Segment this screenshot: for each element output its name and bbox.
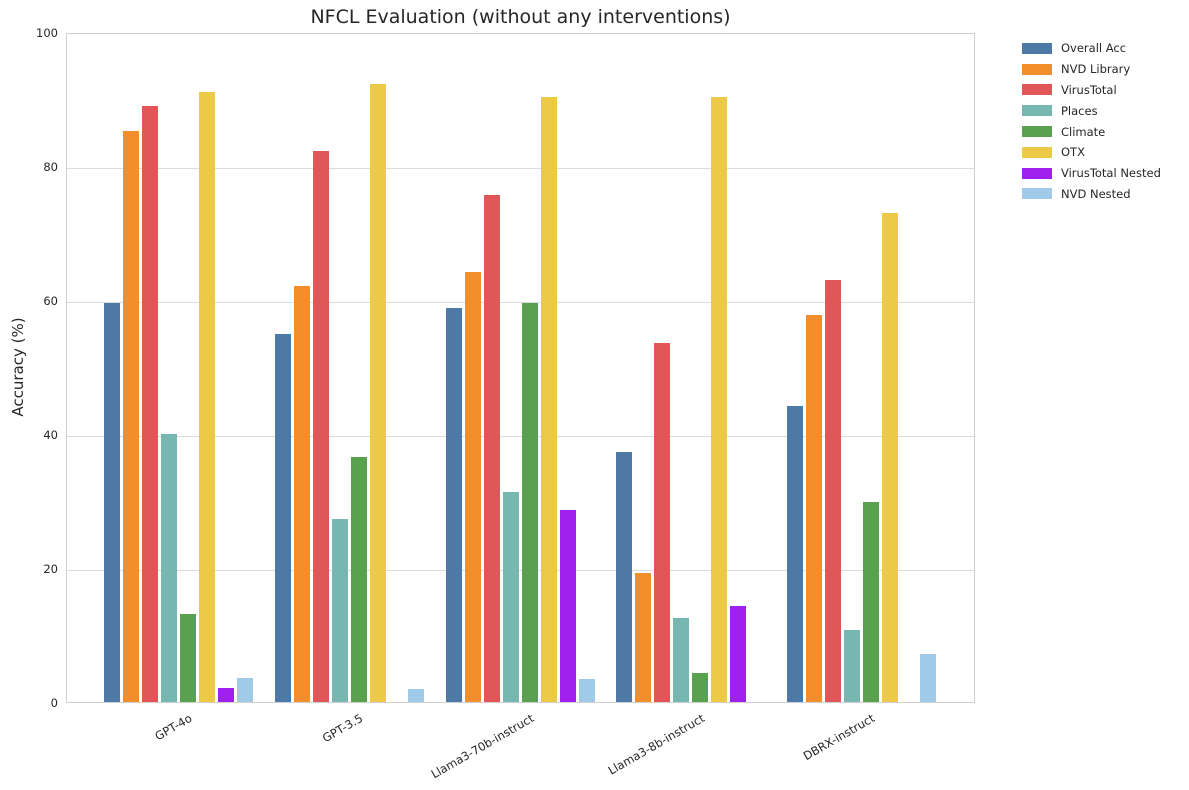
legend-item-virustotal: VirusTotal [1022, 80, 1161, 101]
bar-otx-llama3-8b-instruct [711, 97, 728, 702]
legend-label-nvd-library: NVD Library [1061, 62, 1131, 77]
bar-climate-llama3-8b-instruct [692, 672, 709, 702]
bar-virustotal-nested-llama3-8b-instruct [730, 606, 747, 702]
legend-item-climate: Climate [1022, 121, 1161, 142]
legend-label-otx: OTX [1061, 145, 1085, 160]
legend-item-otx: OTX [1022, 142, 1161, 163]
bar-virustotal-llama3-70b-instruct [483, 195, 500, 702]
gridline-40 [67, 435, 974, 437]
legend-label-places: Places [1061, 103, 1098, 118]
bar-nvd-library-gpt-4o [123, 130, 139, 702]
y-tick-label-0: 0 [50, 695, 58, 710]
legend-swatch-virustotal-nested [1022, 167, 1052, 179]
legend-swatch-nvd-nested [1022, 188, 1052, 200]
y-tick-label-60: 60 [43, 293, 58, 308]
gridline-80 [67, 167, 974, 169]
x-tick-label-llama3-8b-instruct: Llama3-8b-instruct [605, 711, 707, 778]
gridline-60 [67, 301, 974, 303]
bar-climate-gpt-4o [180, 614, 196, 702]
y-tick-label-100: 100 [36, 25, 58, 40]
bar-nvd-library-gpt-3-5 [293, 285, 310, 702]
x-tick-label-gpt-4o: GPT-4o [152, 711, 195, 744]
bar-places-llama3-70b-instruct [502, 491, 519, 702]
bar-virustotal-gpt-4o [142, 105, 158, 702]
bar-virustotal-nested-gpt-4o [218, 687, 234, 702]
x-tick-label-llama3-70b-instruct: Llama3-70b-instruct [428, 711, 536, 782]
legend-swatch-otx [1022, 146, 1052, 158]
legend-label-virustotal-nested: VirusTotal Nested [1061, 166, 1161, 181]
bar-nvd-nested-gpt-4o [237, 677, 253, 702]
bar-places-gpt-4o [161, 434, 177, 702]
bar-overall-acc-gpt-3-5 [274, 333, 291, 702]
bar-overall-acc-llama3-8b-instruct [616, 452, 633, 702]
bar-overall-acc-llama3-70b-instruct [445, 308, 462, 702]
bar-places-gpt-3-5 [331, 519, 348, 702]
legend-swatch-nvd-library [1022, 63, 1052, 75]
bar-places-llama3-8b-instruct [673, 618, 690, 702]
legend: Overall Acc NVD Library VirusTotal Places Cl… [1022, 38, 1161, 204]
legend-item-nvd-nested: NVD Nested [1022, 184, 1161, 205]
legend-swatch-overall-acc [1022, 42, 1052, 54]
legend-label-climate: Climate [1061, 124, 1106, 139]
x-tick-label-dbrx-instruct: DBRX-instruct [801, 711, 878, 764]
bar-otx-gpt-4o [199, 92, 215, 702]
bar-virustotal-gpt-3-5 [312, 151, 329, 702]
bar-otx-llama3-70b-instruct [540, 97, 557, 702]
bar-otx-gpt-3-5 [369, 83, 386, 702]
bar-virustotal-dbrx-instruct [825, 279, 841, 702]
bar-nvd-nested-gpt-3-5 [407, 689, 424, 702]
bar-otx-dbrx-instruct [882, 212, 898, 702]
x-tick-label-gpt-3-5: GPT-3.5 [319, 711, 366, 746]
y-axis-label: Accuracy (%) [9, 317, 27, 417]
bar-nvd-nested-dbrx-instruct [920, 653, 936, 702]
legend-label-virustotal: VirusTotal [1061, 82, 1117, 97]
bar-virustotal-llama3-8b-instruct [654, 342, 671, 702]
y-tick-label-20: 20 [43, 561, 58, 576]
legend-label-nvd-nested: NVD Nested [1061, 186, 1131, 201]
gridline-20 [67, 569, 974, 571]
bar-climate-dbrx-instruct [863, 501, 879, 702]
bar-climate-llama3-70b-instruct [521, 302, 538, 702]
bar-climate-gpt-3-5 [350, 457, 367, 702]
bar-nvd-nested-llama3-70b-instruct [578, 678, 595, 702]
legend-item-nvd-library: NVD Library [1022, 59, 1161, 80]
legend-item-virustotal-nested: VirusTotal Nested [1022, 163, 1161, 184]
legend-swatch-places [1022, 105, 1052, 117]
y-tick-label-80: 80 [43, 159, 58, 174]
bar-places-dbrx-instruct [844, 630, 860, 702]
bar-nvd-library-dbrx-instruct [806, 314, 822, 702]
chart-title: NFCL Evaluation (without any interventio… [310, 6, 731, 28]
bar-nvd-library-llama3-8b-instruct [635, 573, 652, 702]
plot-area [66, 33, 975, 703]
bar-nvd-library-llama3-70b-instruct [464, 271, 481, 702]
legend-swatch-virustotal [1022, 84, 1052, 96]
bar-virustotal-nested-llama3-70b-instruct [559, 510, 576, 702]
legend-item-places: Places [1022, 100, 1161, 121]
legend-item-overall-acc: Overall Acc [1022, 38, 1161, 59]
bar-overall-acc-gpt-4o [104, 303, 120, 702]
y-tick-label-40: 40 [43, 427, 58, 442]
bar-overall-acc-dbrx-instruct [787, 405, 803, 702]
legend-label-overall-acc: Overall Acc [1061, 41, 1127, 56]
legend-swatch-climate [1022, 126, 1052, 138]
